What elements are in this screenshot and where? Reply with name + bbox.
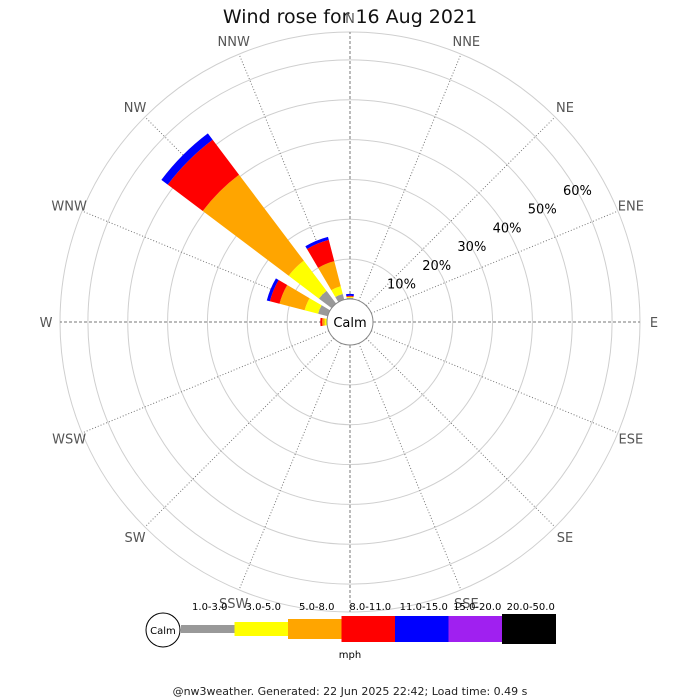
radial-tick-label: 10% <box>387 277 416 292</box>
grid-circle <box>206 178 494 466</box>
wedge-nw-bin-0 <box>318 290 337 309</box>
direction-label-ne: NE <box>556 101 574 116</box>
calm-circle <box>326 298 374 346</box>
wedge-nnw-bin-2 <box>318 261 341 291</box>
chart-title: Wind rose for 16 Aug 2021 <box>222 6 478 28</box>
wedge-wnw-bin-2 <box>279 285 310 311</box>
direction-label-wnw: WNW <box>51 200 87 215</box>
legend-calm-circle <box>145 612 181 648</box>
calm-label: Calm <box>333 316 366 331</box>
spoke-se <box>365 337 556 528</box>
legend-label-3: 8.0-11.0 <box>349 602 391 613</box>
grid-circle <box>87 59 613 585</box>
radial-tick-label: 60% <box>563 184 592 199</box>
wedge-wnw-bin-0 <box>318 305 331 317</box>
wedge-nw-bin-3 <box>167 139 240 212</box>
direction-label-ese: ESE <box>619 432 644 447</box>
wedge-nw-bin-4 <box>161 133 213 185</box>
wedge-n-bin-3 <box>346 295 354 297</box>
spoke-sw <box>144 337 335 528</box>
radial-tick-label: 20% <box>422 259 451 274</box>
legend-swatch-1 <box>234 622 289 636</box>
spoke-nw <box>144 116 335 307</box>
direction-label-wsw: WSW <box>52 432 86 447</box>
wedge-nnw-bin-3 <box>306 239 335 268</box>
wedge-nnw-bin-1 <box>331 286 343 298</box>
wedge-nw-bin-1 <box>288 260 327 299</box>
spoke-ne <box>365 116 556 307</box>
direction-label-se: SE <box>557 531 573 546</box>
spoke-nnw <box>238 53 342 301</box>
legend-swatch-0 <box>181 625 235 633</box>
direction-label-nne: NNE <box>452 35 480 50</box>
direction-label-nw: NW <box>124 101 147 116</box>
direction-label-ene: ENE <box>618 200 644 215</box>
legend: Calm 1.0-3.0 3.0-5.0 5.0-8.0 8.0-11.0 11.0-15… <box>145 602 556 661</box>
footer-text: @nw3weather. Generated: 22 Jun 2025 22:4… <box>172 685 528 698</box>
spoke-sse <box>358 343 462 591</box>
direction-label-n: N <box>345 12 355 27</box>
grid-circle <box>286 258 414 386</box>
wedge-w-bin-3 <box>320 317 323 327</box>
direction-label-w: W <box>40 316 53 331</box>
legend-label-1: 3.0-5.0 <box>246 602 281 613</box>
spoke-ene <box>371 210 619 314</box>
spoke-wnw <box>81 210 329 314</box>
legend-swatch-6 <box>502 614 556 644</box>
spoke-ese <box>371 330 619 434</box>
wedge-w-bin-2 <box>322 318 325 326</box>
legend-swatch-3 <box>341 616 396 642</box>
radial-tick-label: 50% <box>528 203 557 218</box>
direction-label-sw: SW <box>124 531 145 546</box>
legend-swatch-4 <box>395 616 449 642</box>
wedge-nnw-bin-4 <box>305 236 329 249</box>
radial-tick-label: 30% <box>457 240 486 255</box>
wedge-wnw-bin-4 <box>266 278 279 302</box>
legend-label-6: 20.0-50.0 <box>507 602 555 613</box>
legend-swatch-5 <box>448 616 503 642</box>
legend-label-2: 5.0-8.0 <box>299 602 334 613</box>
radial-tick-label: 40% <box>493 221 522 236</box>
spoke-ssw <box>238 343 342 591</box>
wedge-n-bin-4 <box>346 293 354 297</box>
spoke-nne <box>358 53 462 301</box>
legend-label-4: 11.0-15.0 <box>400 602 448 613</box>
legend-calm-label: Calm <box>150 626 176 637</box>
legend-swatch-2 <box>288 619 342 639</box>
wedge-wnw-bin-1 <box>304 298 322 314</box>
spoke-wsw <box>81 330 329 434</box>
wedge-wnw-bin-3 <box>269 279 288 304</box>
grid-circle <box>246 218 454 426</box>
legend-label-0: 1.0-3.0 <box>192 602 227 613</box>
grid-circle <box>167 139 533 505</box>
direction-label-ssw: SSW <box>219 597 249 612</box>
legend-unit: mph <box>339 650 361 661</box>
grid-circle <box>127 99 573 545</box>
legend-label-5: 15.0-20.0 <box>453 602 501 613</box>
wedge-nw-bin-2 <box>202 174 304 276</box>
direction-label-nnw: NNW <box>218 35 250 50</box>
direction-label-e: E <box>650 316 658 331</box>
direction-label-sse: SSE <box>454 597 479 612</box>
wedge-n-bin-1 <box>346 296 354 299</box>
